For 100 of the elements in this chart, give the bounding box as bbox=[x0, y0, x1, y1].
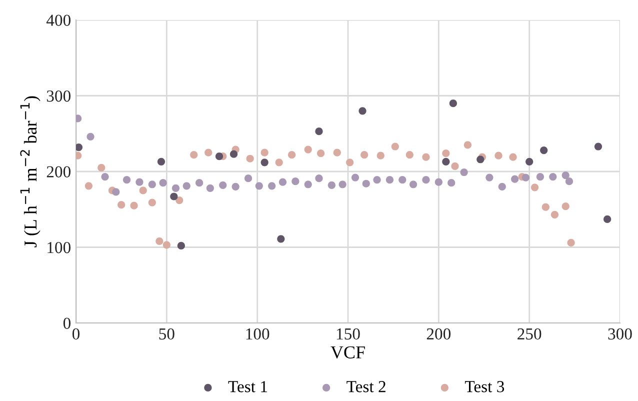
point bbox=[304, 180, 312, 188]
point bbox=[172, 184, 180, 192]
point bbox=[358, 107, 366, 115]
x-tick-label: 100 bbox=[246, 328, 270, 340]
point bbox=[565, 178, 574, 186]
legend-label: Test 2 bbox=[346, 381, 386, 392]
point bbox=[177, 242, 185, 250]
point bbox=[162, 241, 170, 249]
point bbox=[304, 146, 312, 154]
x-tick-label: 200 bbox=[426, 328, 451, 340]
point bbox=[204, 148, 212, 156]
point bbox=[360, 151, 368, 159]
point bbox=[196, 179, 204, 187]
x-tick-label: 250 bbox=[518, 328, 542, 340]
x-tick-label: 300 bbox=[608, 328, 632, 340]
point bbox=[376, 152, 384, 160]
point bbox=[442, 158, 450, 166]
point bbox=[292, 178, 300, 186]
point bbox=[170, 192, 178, 200]
point bbox=[118, 201, 126, 209]
point bbox=[567, 238, 575, 247]
point bbox=[130, 202, 138, 210]
point bbox=[542, 203, 550, 211]
point bbox=[315, 128, 323, 136]
point bbox=[244, 174, 252, 182]
point bbox=[522, 174, 530, 182]
y-axis-title: J (L h$^{−1}$ m$^{−2}$ bar$^{−1}$) bbox=[20, 96, 40, 248]
point bbox=[476, 156, 484, 164]
point bbox=[112, 188, 120, 196]
point bbox=[182, 182, 190, 190]
point bbox=[215, 152, 224, 160]
y-tick-label: 100 bbox=[48, 242, 71, 254]
point bbox=[101, 173, 109, 181]
point bbox=[260, 148, 268, 156]
point bbox=[139, 186, 147, 194]
point bbox=[511, 175, 519, 183]
point bbox=[362, 180, 370, 188]
point bbox=[346, 158, 354, 166]
point bbox=[442, 150, 450, 158]
point bbox=[494, 152, 502, 160]
point bbox=[136, 178, 144, 186]
point bbox=[373, 176, 381, 184]
point bbox=[315, 174, 323, 182]
point bbox=[333, 148, 341, 156]
point bbox=[562, 171, 570, 180]
point bbox=[594, 142, 602, 150]
point bbox=[422, 176, 430, 184]
point bbox=[550, 210, 559, 218]
point bbox=[549, 173, 557, 181]
legend-label: Test 3 bbox=[464, 381, 504, 392]
point bbox=[460, 168, 468, 176]
point bbox=[230, 150, 238, 158]
point bbox=[386, 176, 394, 184]
point bbox=[316, 150, 325, 158]
point bbox=[255, 182, 263, 190]
point bbox=[406, 151, 414, 159]
point bbox=[351, 174, 360, 182]
point bbox=[148, 180, 156, 188]
x-axis-title: VCF bbox=[330, 346, 365, 359]
legend-label: Test 1 bbox=[228, 381, 267, 392]
point bbox=[156, 237, 164, 245]
y-tick-label: 0 bbox=[63, 318, 71, 329]
point bbox=[536, 173, 544, 181]
point bbox=[148, 198, 156, 206]
point bbox=[260, 158, 268, 166]
point bbox=[509, 153, 517, 161]
point bbox=[498, 182, 506, 190]
point bbox=[84, 182, 92, 190]
point bbox=[76, 143, 83, 152]
point bbox=[277, 235, 285, 243]
point bbox=[604, 215, 612, 224]
y-tick-label: 300 bbox=[46, 90, 71, 102]
point bbox=[422, 153, 430, 161]
x-tick-label: 150 bbox=[336, 328, 360, 340]
point bbox=[176, 196, 184, 204]
point bbox=[219, 181, 227, 189]
point bbox=[232, 182, 240, 190]
x-tick-label: 50 bbox=[159, 328, 174, 340]
y-tick-label: 200 bbox=[46, 166, 71, 178]
point bbox=[530, 184, 539, 192]
point bbox=[434, 178, 442, 186]
point bbox=[246, 154, 254, 162]
point bbox=[449, 100, 457, 108]
point bbox=[540, 146, 548, 154]
point bbox=[391, 142, 399, 150]
point bbox=[157, 158, 166, 166]
point bbox=[98, 164, 106, 172]
x-tick-label: 0 bbox=[72, 328, 80, 340]
point bbox=[206, 184, 214, 192]
point bbox=[486, 174, 494, 182]
point bbox=[409, 180, 418, 188]
point bbox=[159, 179, 167, 187]
point bbox=[86, 132, 94, 140]
point bbox=[268, 182, 276, 190]
point bbox=[338, 180, 346, 188]
point bbox=[526, 158, 534, 166]
point bbox=[451, 162, 459, 170]
point bbox=[288, 151, 296, 159]
point bbox=[278, 178, 287, 186]
point bbox=[464, 141, 472, 149]
